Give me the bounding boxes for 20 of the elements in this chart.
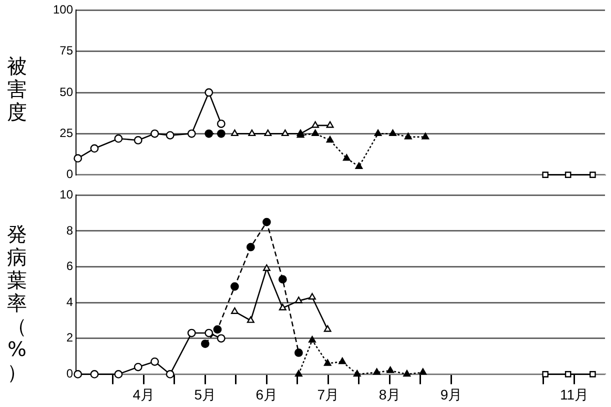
x-tick-label: 8月 xyxy=(378,386,401,402)
y-axis-title: 被害度 xyxy=(6,54,28,124)
x-tick-label: 4月 xyxy=(132,386,155,402)
y-tick-label: 75 xyxy=(60,44,74,58)
y-tick-label: 25 xyxy=(60,126,74,140)
y-tick-label: 0 xyxy=(66,167,74,182)
y-tick-label: 0 xyxy=(66,366,74,381)
x-tick-label: 11月 xyxy=(560,386,589,402)
x-tick-label: 5月 xyxy=(194,386,216,402)
x-tick-label: 7月 xyxy=(317,386,340,402)
y-tick-label: 50 xyxy=(60,84,74,99)
x-tick-label: 9月 xyxy=(440,386,462,402)
y-axis-title: 発病葉率（%） xyxy=(6,222,28,384)
y-tick-label: 100 xyxy=(52,2,74,17)
x-tick-label: 6月 xyxy=(256,386,278,402)
y-tick-label: 6 xyxy=(66,259,74,274)
y-tick-label: 8 xyxy=(66,223,74,238)
y-tick-label: 2 xyxy=(66,330,74,345)
y-tick-label: 10 xyxy=(60,188,74,202)
y-tick-label: 4 xyxy=(66,294,74,309)
